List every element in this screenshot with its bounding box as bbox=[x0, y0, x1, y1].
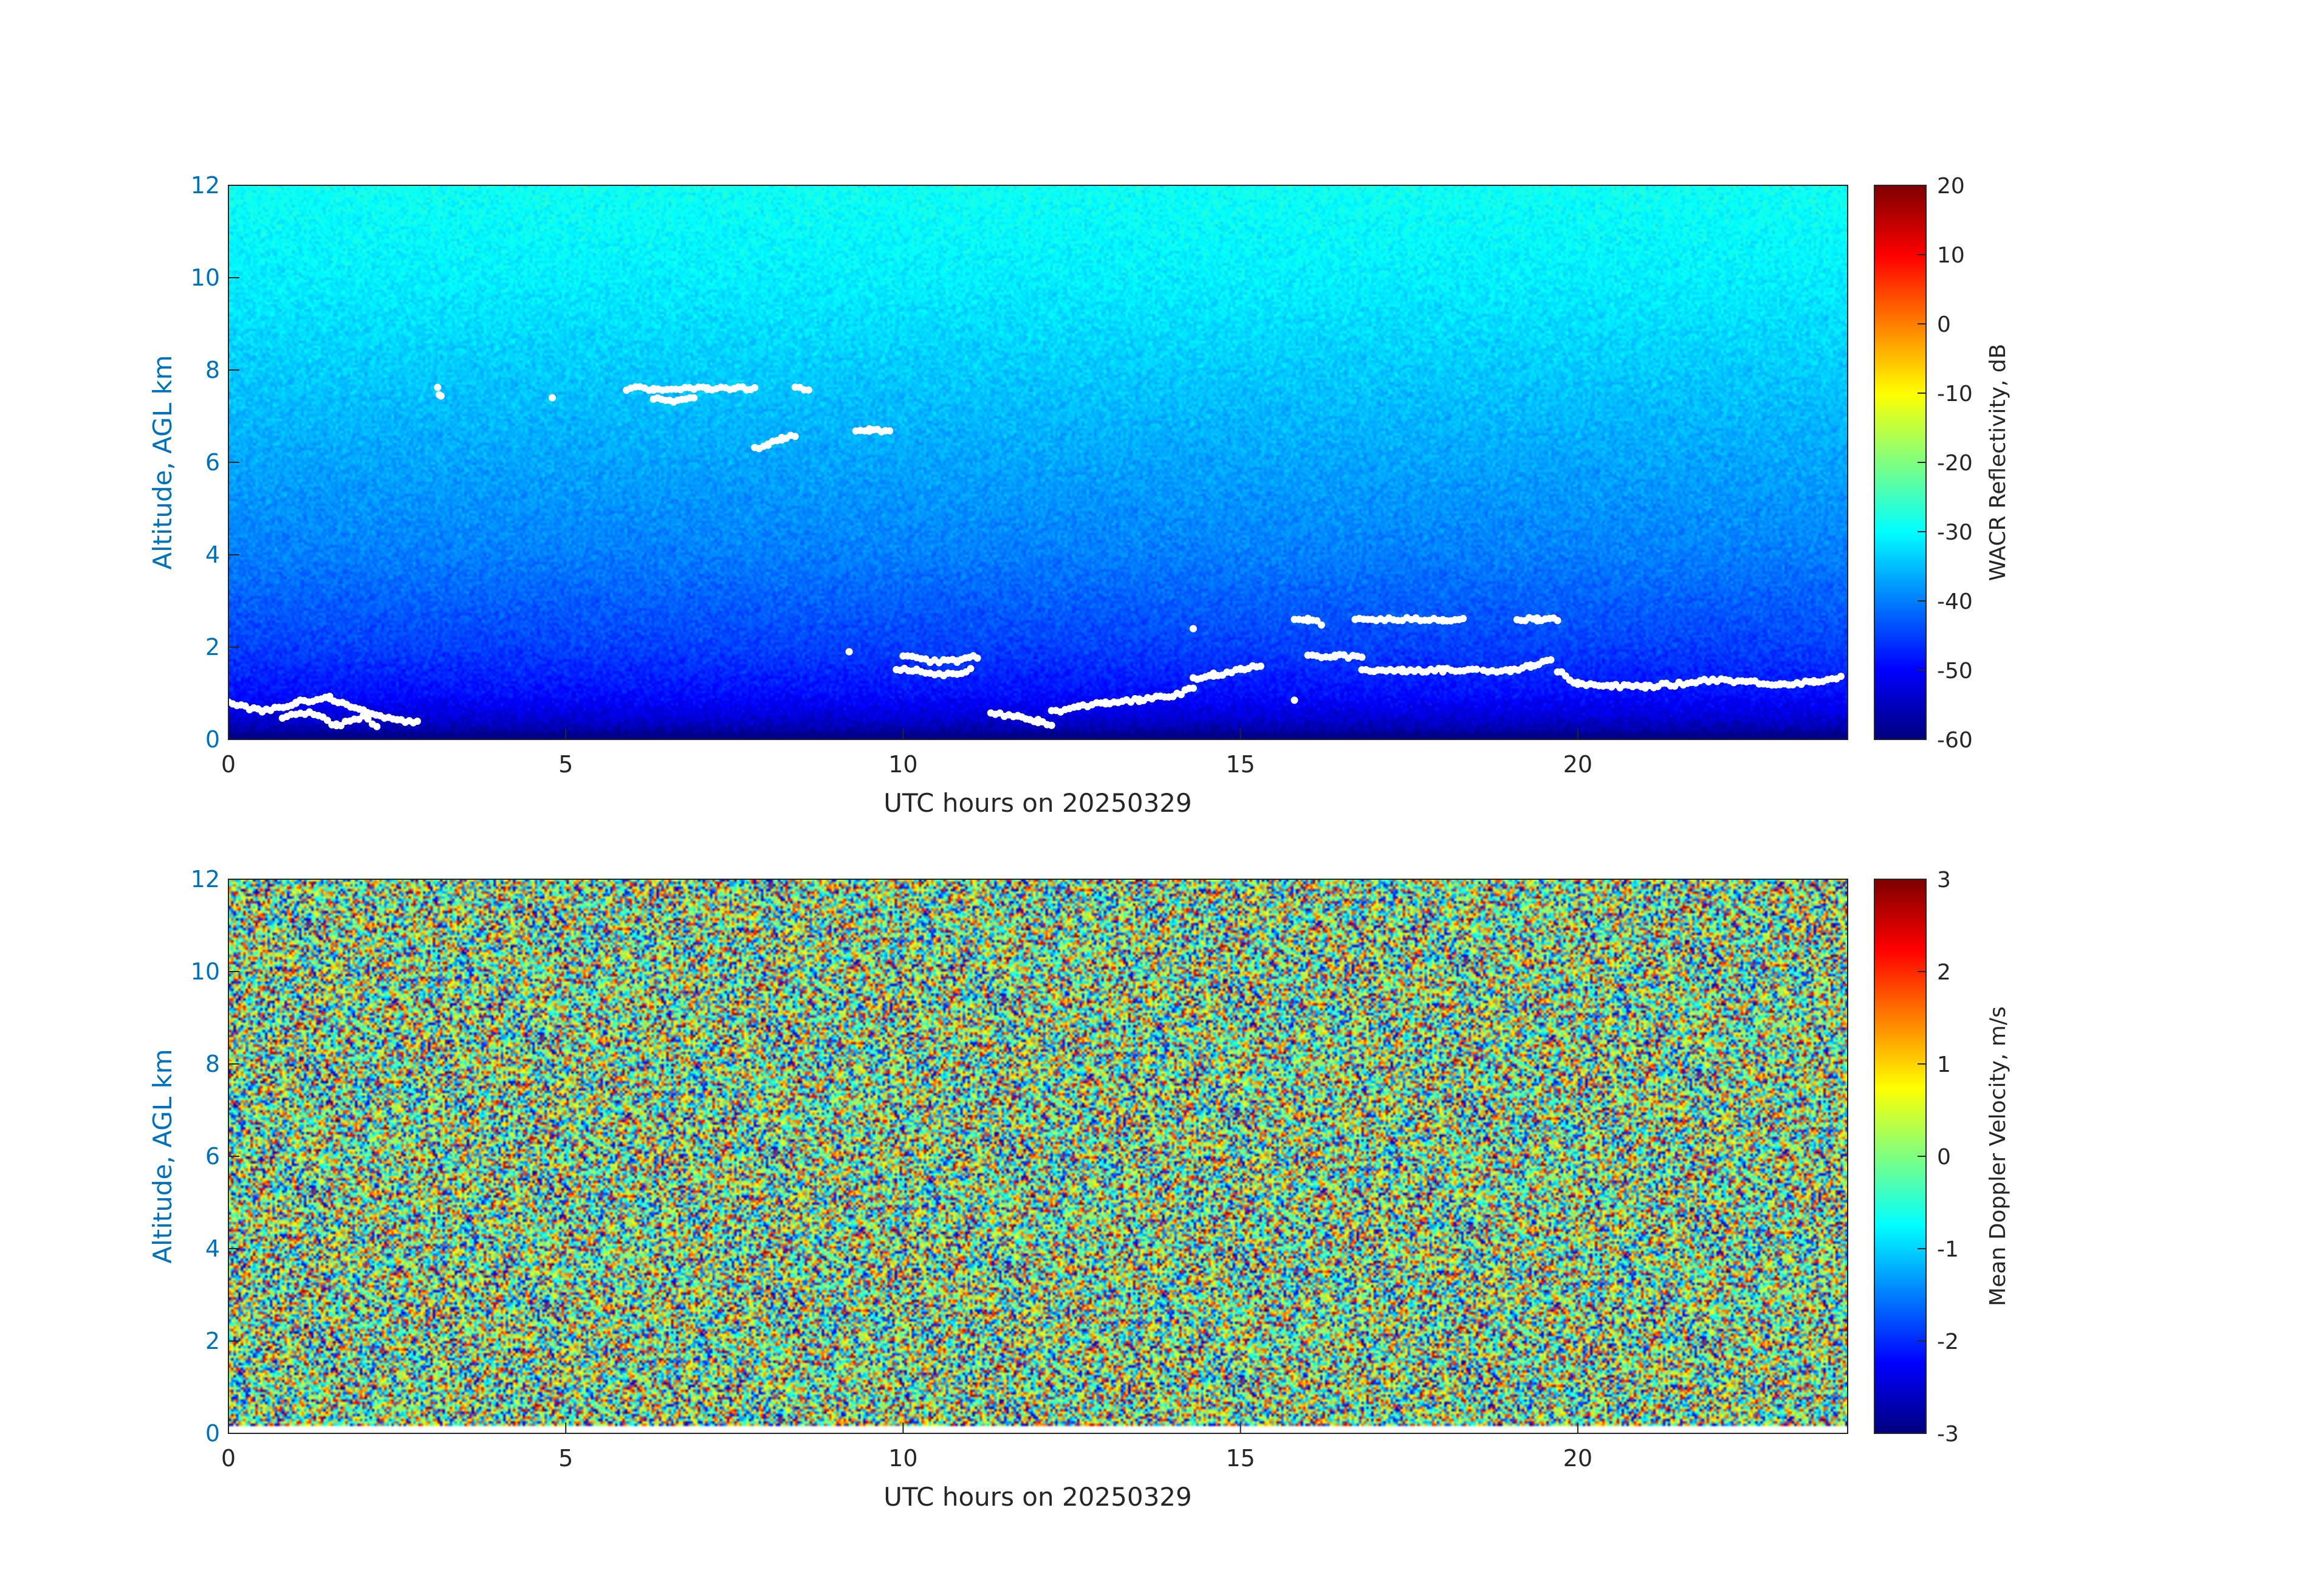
cloud-mask-point bbox=[323, 716, 331, 724]
colorbar-tick-label: 0 bbox=[1937, 312, 1951, 337]
cloud-mask-point bbox=[1317, 621, 1325, 629]
y-tick-label: 12 bbox=[191, 866, 220, 893]
velocity-colorbar bbox=[1874, 879, 1926, 1433]
velocity-y-axis-label: Altitude, AGL km bbox=[148, 1049, 177, 1263]
colorbar-tick-label: -60 bbox=[1937, 728, 1973, 753]
velocity-y-ticks: 0 2 4 6 8 10 12 bbox=[191, 866, 239, 1447]
cloud-mask-point bbox=[1313, 617, 1321, 625]
cloud-mask-point bbox=[549, 394, 556, 402]
x-tick-label: 20 bbox=[1563, 751, 1592, 778]
cloud-mask-point bbox=[1554, 617, 1561, 625]
cloud-mask-point bbox=[1189, 684, 1197, 692]
y-tick-label: 12 bbox=[191, 172, 220, 199]
y-tick-label: 2 bbox=[205, 1328, 220, 1354]
y-tick-label: 10 bbox=[191, 264, 220, 291]
colorbar-tick-label: 20 bbox=[1937, 174, 1965, 199]
cloud-mask-point bbox=[967, 665, 975, 673]
x-tick-label: 15 bbox=[1225, 1445, 1255, 1472]
cloud-mask-point bbox=[1459, 615, 1467, 623]
cloud-mask-point bbox=[1547, 656, 1555, 664]
x-tick-label: 10 bbox=[888, 1445, 917, 1472]
reflectivity-colorbar-ticks: 20 10 0 -10 -20 -30 -40 -50 -60 bbox=[1918, 174, 1973, 753]
cloud-mask-point bbox=[886, 427, 894, 435]
velocity-x-axis-label: UTC hours on 20250329 bbox=[883, 1482, 1192, 1512]
reflectivity-y-ticks: 0 2 4 6 8 10 12 bbox=[191, 172, 239, 753]
x-tick-label: 0 bbox=[221, 1445, 236, 1472]
colorbar-tick-label: -3 bbox=[1937, 1422, 1959, 1447]
x-tick-label: 15 bbox=[1225, 751, 1255, 778]
colorbar-tick-label: -2 bbox=[1937, 1329, 1959, 1354]
y-tick-label: 2 bbox=[205, 634, 220, 660]
colorbar-tick-label: -30 bbox=[1937, 520, 1973, 545]
colorbar-tick-label: 3 bbox=[1937, 868, 1951, 893]
reflectivity-x-ticks: 0 5 10 15 20 bbox=[221, 729, 1592, 778]
cloud-mask-point bbox=[1837, 673, 1845, 681]
velocity-x-ticks: 0 5 10 15 20 bbox=[221, 1422, 1592, 1472]
y-tick-label: 6 bbox=[205, 449, 220, 476]
reflectivity-colorbar-label: WACR Reflectivity, dB bbox=[1986, 344, 2010, 581]
y-tick-label: 4 bbox=[205, 541, 220, 568]
colorbar-tick-label: -50 bbox=[1937, 659, 1973, 684]
cloud-mask-point bbox=[804, 386, 812, 394]
y-tick-label: 8 bbox=[205, 1051, 220, 1077]
y-tick-label: 6 bbox=[205, 1143, 220, 1170]
colorbar-tick-label: 10 bbox=[1937, 243, 1965, 268]
reflectivity-colorbar bbox=[1874, 185, 1926, 739]
reflectivity-y-axis-label: Altitude, AGL km bbox=[148, 355, 177, 569]
colorbar-tick-label: -10 bbox=[1937, 382, 1973, 406]
colorbar-tick-label: -1 bbox=[1937, 1237, 1959, 1262]
cloud-mask-point bbox=[1047, 721, 1055, 729]
colorbar-tick-label: -20 bbox=[1937, 451, 1973, 476]
cloud-mask-point bbox=[690, 394, 698, 402]
cloud-mask-layer bbox=[225, 383, 1845, 730]
y-tick-label: 10 bbox=[191, 958, 220, 985]
cloud-mask-point bbox=[373, 722, 381, 730]
cloud-mask-point bbox=[1291, 696, 1298, 704]
reflectivity-heatmap bbox=[228, 185, 1848, 739]
colorbar-tick-label: 1 bbox=[1937, 1052, 1951, 1077]
cloud-mask-point bbox=[413, 718, 421, 725]
velocity-colorbar-ticks: 3 2 1 0 -1 -2 -3 bbox=[1918, 868, 1959, 1447]
cloud-mask-point bbox=[1189, 625, 1197, 633]
y-tick-label: 0 bbox=[205, 726, 220, 753]
velocity-heatmap bbox=[228, 879, 1848, 1433]
reflectivity-x-axis-label: UTC hours on 20250329 bbox=[883, 788, 1192, 818]
cloud-mask-point bbox=[1256, 662, 1264, 670]
reflectivity-panel: 0 2 4 6 8 10 12 0 5 10 15 20 Altitude, AGL km UTC … bbox=[148, 172, 2010, 818]
x-tick-label: 5 bbox=[558, 751, 573, 778]
x-tick-label: 0 bbox=[221, 751, 236, 778]
colorbar-tick-label: 2 bbox=[1937, 960, 1951, 985]
cloud-mask-point bbox=[973, 654, 981, 662]
cloud-mask-point bbox=[1177, 691, 1185, 699]
colorbar-tick-label: 0 bbox=[1937, 1145, 1951, 1170]
y-tick-label: 0 bbox=[205, 1420, 220, 1447]
x-tick-label: 20 bbox=[1563, 1445, 1592, 1472]
cloud-mask-point bbox=[364, 715, 372, 723]
y-tick-label: 4 bbox=[205, 1235, 220, 1262]
cloud-mask-point bbox=[434, 383, 442, 391]
x-tick-label: 10 bbox=[888, 751, 917, 778]
cloud-mask-point bbox=[751, 384, 759, 392]
x-tick-label: 5 bbox=[558, 1445, 573, 1472]
cloud-mask-point bbox=[845, 648, 853, 656]
cloud-mask-point bbox=[1358, 653, 1366, 661]
y-tick-label: 8 bbox=[205, 357, 220, 383]
cloud-mask-point bbox=[791, 433, 799, 441]
velocity-colorbar-label: Mean Doppler Velocity, m/s bbox=[1986, 1006, 2010, 1306]
cloud-mask-point bbox=[1473, 665, 1481, 673]
colorbar-tick-label: -40 bbox=[1937, 589, 1973, 614]
cloud-mask-point bbox=[437, 392, 445, 400]
